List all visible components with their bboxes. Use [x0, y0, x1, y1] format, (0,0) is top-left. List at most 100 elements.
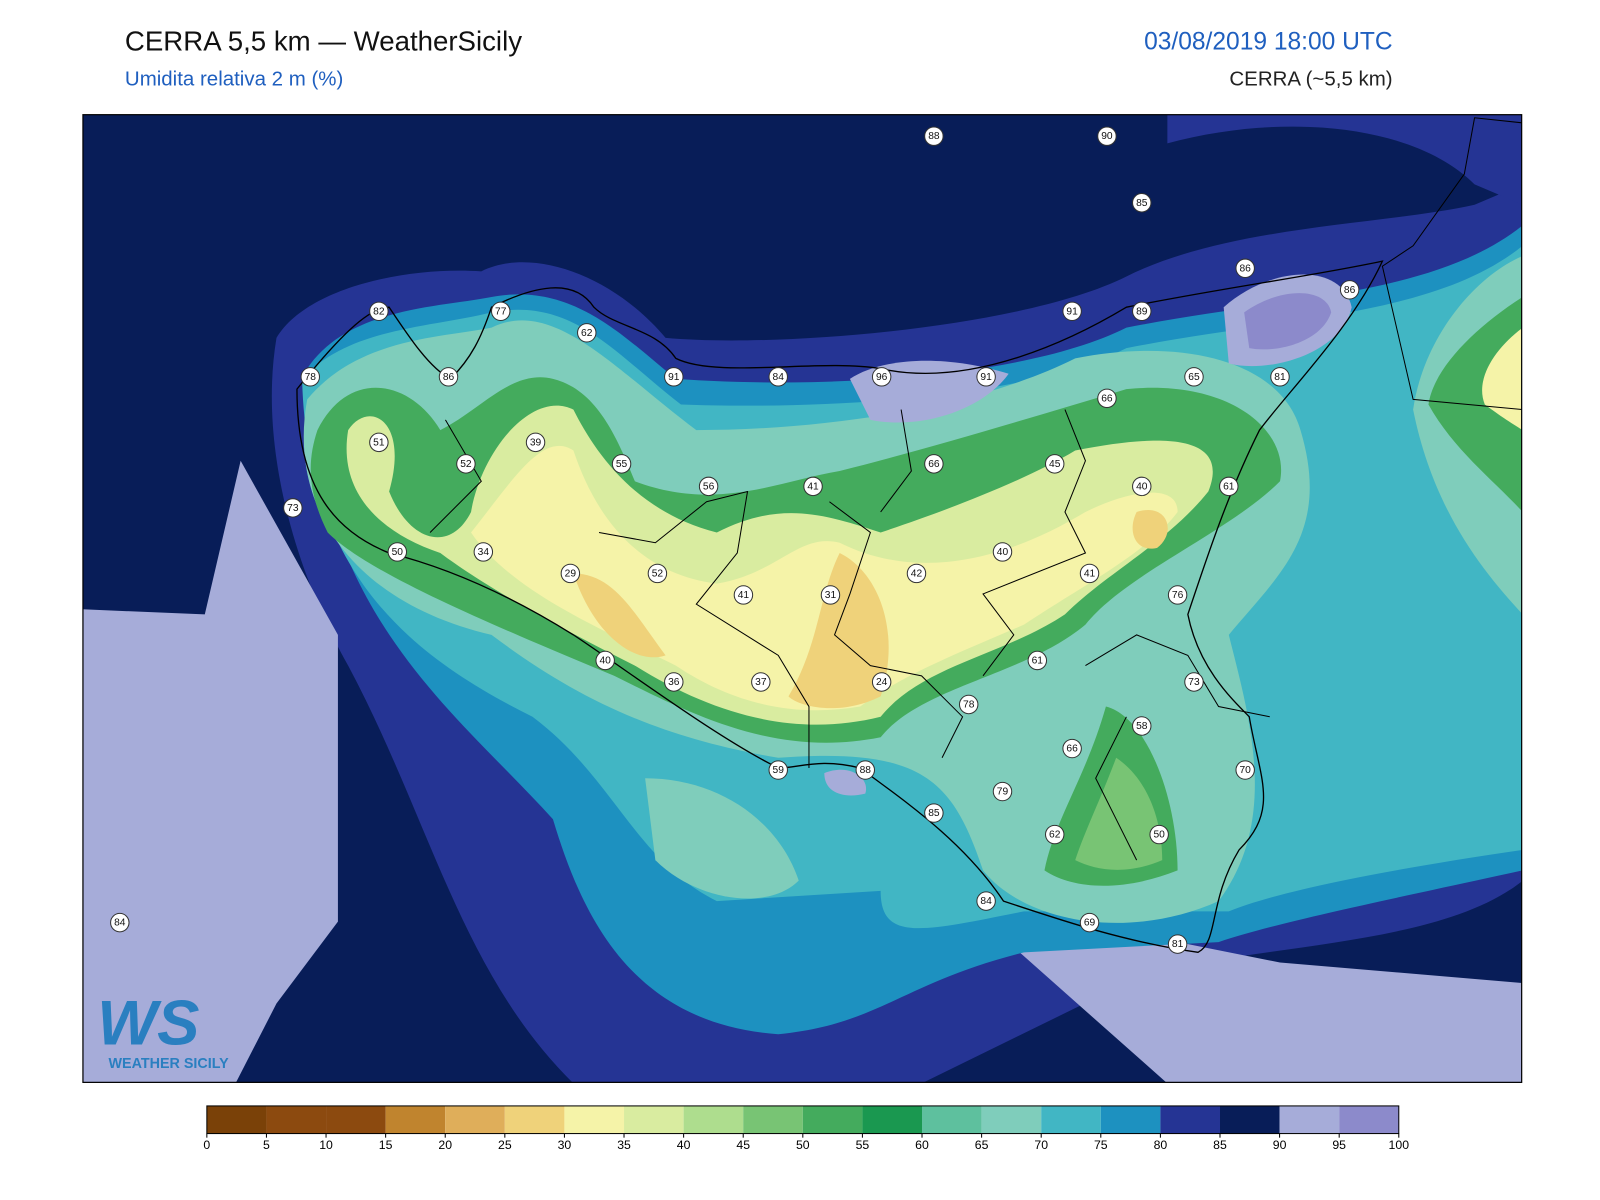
- station-marker: [1219, 476, 1239, 497]
- colorbar-tick-label: 65: [975, 1138, 989, 1152]
- station-value: 40: [1136, 481, 1148, 492]
- colorbar-tick-label: 45: [736, 1138, 750, 1152]
- station: 31: [820, 585, 841, 605]
- station-marker: [924, 126, 944, 146]
- station: 66: [1062, 738, 1082, 759]
- station-value: 90: [1101, 131, 1113, 142]
- station: 37: [751, 672, 771, 692]
- band: [645, 778, 799, 899]
- station-value: 36: [668, 677, 680, 688]
- station-marker: [924, 454, 944, 474]
- station-value: 73: [287, 503, 299, 514]
- station: 41: [803, 476, 823, 497]
- station-value: 82: [373, 306, 385, 317]
- station-value: 91: [980, 372, 992, 383]
- station-value: 85: [928, 808, 940, 819]
- colorbar-bin: [1219, 1105, 1280, 1134]
- colorbar-bin: [922, 1105, 982, 1134]
- colorbar-tick-label: 75: [1094, 1138, 1108, 1152]
- colorbar-bin: [445, 1105, 505, 1134]
- station-value: 65: [1188, 372, 1200, 383]
- station-value: 62: [1049, 830, 1061, 841]
- colorbar-bin: [981, 1105, 1042, 1134]
- station-marker: [369, 432, 389, 453]
- station: 62: [577, 323, 597, 343]
- colorbar-tick-label: 55: [856, 1138, 870, 1152]
- station-value: 89: [1136, 306, 1148, 317]
- station-marker: [664, 672, 684, 692]
- station-marker: [906, 563, 927, 584]
- station-marker: [595, 650, 615, 671]
- station-marker: [768, 367, 788, 387]
- colorbar-bin: [385, 1105, 446, 1134]
- station: 86: [438, 367, 459, 387]
- colorbar-bin: [266, 1105, 327, 1134]
- station-value: 50: [1153, 830, 1165, 841]
- station-value: 66: [928, 459, 940, 470]
- station-marker: [491, 301, 511, 322]
- colorbar-tick-label: 20: [438, 1138, 452, 1152]
- colorbar-tick-label: 95: [1332, 1138, 1346, 1152]
- station-marker: [698, 476, 719, 497]
- station-value: 79: [997, 787, 1009, 798]
- station-marker: [871, 367, 892, 387]
- station: 52: [456, 454, 476, 474]
- station-marker: [768, 760, 788, 780]
- station-marker: [1079, 563, 1100, 584]
- station-marker: [456, 454, 476, 474]
- station-marker: [664, 367, 684, 387]
- station-value: 62: [581, 328, 593, 339]
- station: 50: [1149, 824, 1169, 845]
- station: 40: [992, 542, 1013, 562]
- station-value: 66: [1066, 744, 1078, 755]
- station-value: 69: [1084, 918, 1096, 929]
- station-value: 66: [1101, 393, 1113, 404]
- station-value: 84: [980, 896, 992, 907]
- station: 73: [1184, 672, 1204, 692]
- station-marker: [369, 301, 389, 322]
- station-marker: [976, 367, 996, 387]
- colorbar-bin: [683, 1105, 744, 1134]
- band: [573, 509, 1168, 709]
- station: 78: [958, 694, 979, 715]
- station-marker: [1339, 280, 1360, 300]
- station-marker: [751, 672, 771, 692]
- station-value: 41: [1084, 568, 1096, 579]
- station: 29: [560, 563, 581, 584]
- station-value: 41: [807, 481, 819, 492]
- station-value: 88: [860, 765, 872, 776]
- colorbar-tick-label: 35: [617, 1138, 631, 1152]
- station: 89: [1132, 301, 1152, 322]
- station-value: 76: [1172, 590, 1184, 601]
- station-value: 39: [530, 437, 542, 448]
- station: 42: [906, 563, 927, 584]
- colorbar-tick-label: 30: [558, 1138, 572, 1152]
- station: 81: [1270, 367, 1290, 387]
- station-value: 85: [1136, 198, 1148, 209]
- timestamp: 03/08/2019 18:00 UTC: [1144, 28, 1393, 55]
- station: 50: [387, 542, 408, 562]
- station: 66: [924, 454, 944, 474]
- colorbar-tick-label: 85: [1213, 1138, 1227, 1152]
- station-marker: [733, 585, 754, 605]
- station: 73: [283, 498, 303, 518]
- station: 84: [976, 891, 996, 911]
- station: 78: [300, 367, 321, 387]
- band: [1482, 328, 1522, 430]
- station: 40: [1132, 476, 1152, 497]
- station-value: 59: [773, 765, 785, 776]
- station: 69: [1079, 912, 1100, 933]
- coastline: [296, 260, 1384, 954]
- station-marker: [992, 781, 1013, 802]
- station-marker: [820, 585, 841, 605]
- station: 85: [924, 803, 944, 823]
- band: [1167, 114, 1522, 205]
- station-value: 52: [460, 459, 472, 470]
- station-value: 50: [392, 547, 404, 558]
- province-borders: [429, 409, 1270, 861]
- station-value: 86: [443, 372, 455, 383]
- colorbar-tick-label: 10: [319, 1138, 333, 1152]
- station-value: 91: [1066, 306, 1078, 317]
- station: 65: [1184, 367, 1204, 387]
